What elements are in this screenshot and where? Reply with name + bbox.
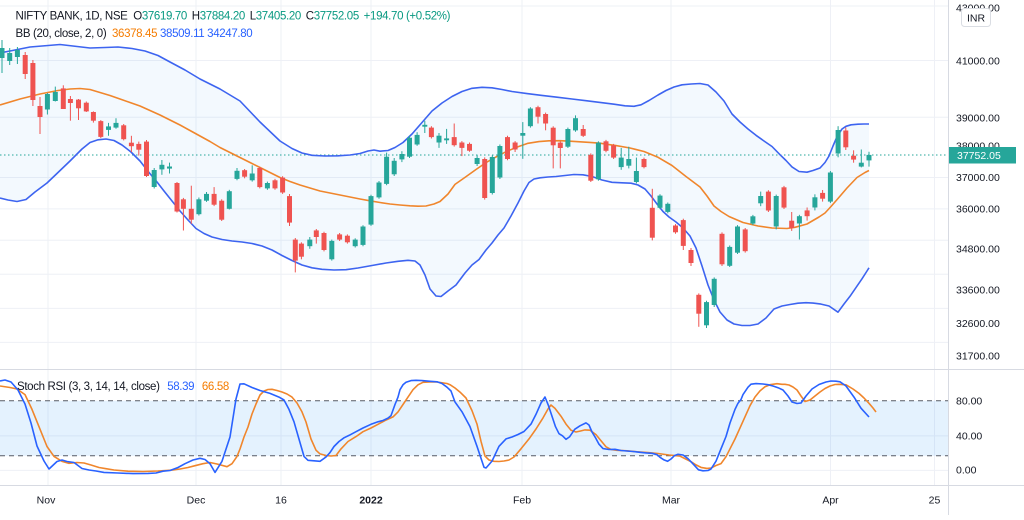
svg-text:Apr: Apr — [822, 495, 839, 507]
svg-text:32600.00: 32600.00 — [956, 318, 1000, 330]
svg-text:NIFTY BANK, 1D, NSE O37619.70: NIFTY BANK, 1D, NSE O37619.70 H37884.20 … — [16, 11, 451, 23]
svg-text:33600.00: 33600.00 — [956, 284, 1000, 296]
svg-text:Dec: Dec — [187, 495, 206, 507]
svg-text:37752.05: 37752.05 — [957, 150, 1001, 162]
svg-text:36000.00: 36000.00 — [956, 204, 1000, 216]
svg-text:Feb: Feb — [513, 495, 531, 507]
svg-text:INR: INR — [967, 12, 986, 24]
svg-text:40.00: 40.00 — [956, 430, 982, 442]
svg-text:31700.00: 31700.00 — [956, 350, 1000, 362]
svg-text:Mar: Mar — [662, 495, 681, 507]
svg-text:34800.00: 34800.00 — [956, 244, 1000, 256]
svg-text:Stoch RSI (3, 3, 14, 14, close: Stoch RSI (3, 3, 14, 14, close) 58.39 66… — [17, 381, 229, 393]
svg-text:0.00: 0.00 — [956, 465, 977, 477]
svg-text:80.00: 80.00 — [956, 396, 982, 408]
svg-text:39000.00: 39000.00 — [956, 113, 1000, 125]
svg-text:41000.00: 41000.00 — [956, 56, 1000, 68]
svg-text:25: 25 — [929, 495, 941, 507]
svg-text:37000.00: 37000.00 — [956, 172, 1000, 184]
svg-text:BB (20, close, 2, 0) 36378.45: BB (20, close, 2, 0) 36378.45 38509.11 3… — [16, 28, 253, 40]
svg-text:2022: 2022 — [359, 495, 383, 507]
svg-text:Nov: Nov — [37, 495, 56, 507]
svg-text:16: 16 — [275, 495, 287, 507]
